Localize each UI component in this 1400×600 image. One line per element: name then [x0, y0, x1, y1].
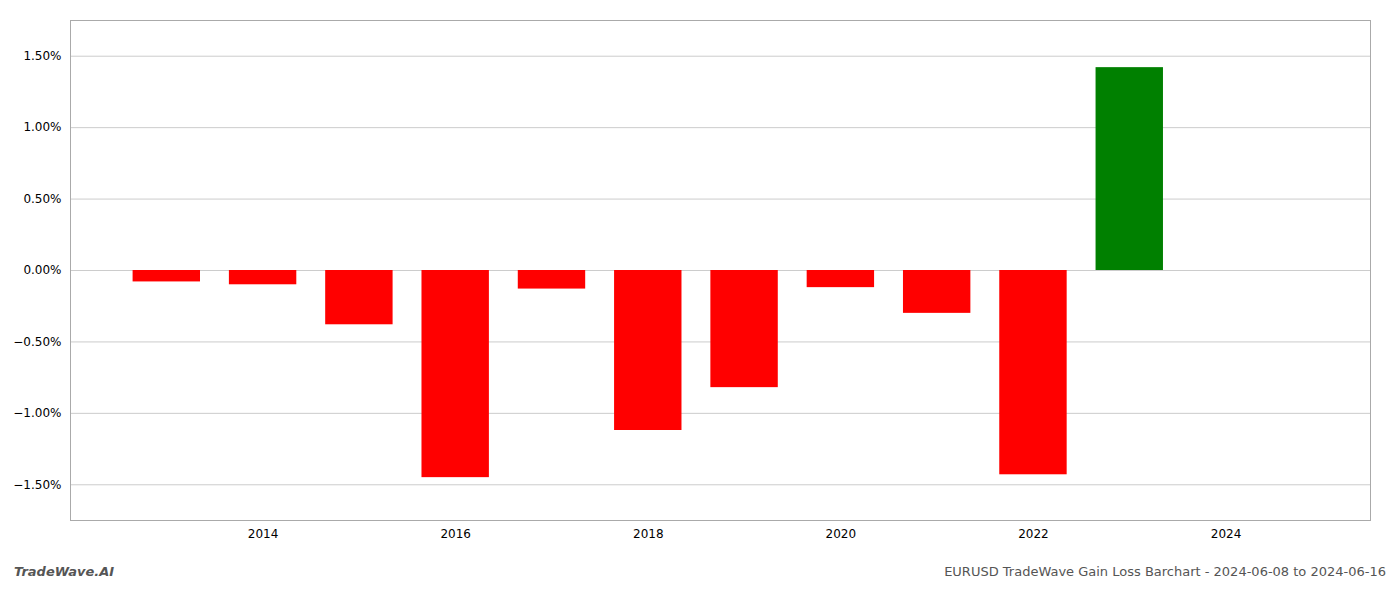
svg-text:−1.50%: −1.50%: [13, 478, 61, 492]
svg-text:2022: 2022: [1018, 527, 1049, 541]
svg-text:0.50%: 0.50%: [23, 192, 61, 206]
svg-text:2024: 2024: [1211, 527, 1242, 541]
svg-text:2018: 2018: [633, 527, 664, 541]
svg-text:0.00%: 0.00%: [23, 263, 61, 277]
html-text:TradeWave.AI: TradeWave.AI: [14, 564, 115, 579]
html-text:EURUSD TradeWave Gain Loss Bar: EURUSD TradeWave Gain Loss Barchart - 20…: [944, 564, 1386, 579]
svg-text:−0.50%: −0.50%: [13, 335, 61, 349]
svg-text:1.50%: 1.50%: [23, 49, 61, 63]
svg-text:2014: 2014: [248, 527, 279, 541]
svg-text:−1.00%: −1.00%: [13, 406, 61, 420]
svg-text:2020: 2020: [826, 527, 857, 541]
svg-text:1.00%: 1.00%: [23, 120, 61, 134]
svg-text:2016: 2016: [440, 527, 471, 541]
